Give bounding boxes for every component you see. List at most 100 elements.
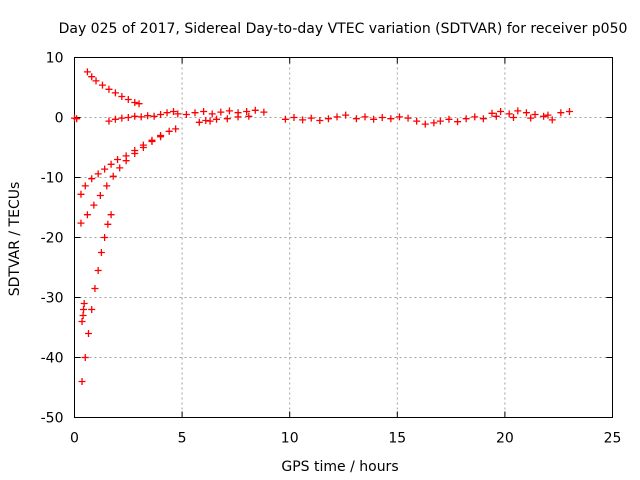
data-point <box>324 115 332 123</box>
data-point <box>497 108 505 115</box>
data-point <box>378 114 386 121</box>
axis-ticks <box>74 57 613 418</box>
y-tick-label: 0 <box>55 111 64 127</box>
data-point <box>83 68 91 76</box>
data-point <box>163 109 171 117</box>
data-point <box>94 267 102 274</box>
data-point <box>299 116 307 124</box>
data-point <box>548 116 556 124</box>
data-point <box>101 165 109 173</box>
data-point <box>124 114 132 121</box>
data-point <box>454 118 462 126</box>
data-point <box>281 115 289 123</box>
data-point <box>81 354 89 361</box>
data-point <box>139 144 147 151</box>
data-point <box>195 118 203 126</box>
data-point <box>169 108 177 115</box>
data-point <box>531 111 539 118</box>
data-point <box>514 107 522 115</box>
data-point <box>88 175 96 183</box>
data-point <box>404 114 412 122</box>
data-point <box>122 157 130 165</box>
data-point <box>88 306 96 313</box>
data-point <box>505 110 513 118</box>
data-point <box>471 113 479 121</box>
data-point <box>342 111 350 119</box>
data-point <box>234 113 242 121</box>
x-axis-tick-labels: 0 5 10 15 20 25 <box>70 431 621 447</box>
data-points <box>71 68 573 385</box>
data-point <box>430 119 438 127</box>
x-axis-label: GPS time / hours <box>281 459 398 475</box>
data-point <box>78 318 86 325</box>
data-point <box>77 190 85 198</box>
data-point <box>436 117 444 125</box>
data-point <box>96 192 104 199</box>
data-point <box>243 108 251 115</box>
data-point <box>260 108 268 116</box>
data-point <box>208 110 216 118</box>
data-point <box>479 115 487 123</box>
data-point <box>111 89 119 97</box>
x-tick-label: 25 <box>604 431 622 447</box>
data-point <box>105 85 113 93</box>
data-point <box>182 111 190 118</box>
data-point <box>150 112 158 120</box>
data-point <box>73 115 81 123</box>
data-point <box>131 99 139 106</box>
data-point <box>206 117 214 125</box>
data-point <box>84 330 92 337</box>
data-point <box>395 113 403 121</box>
data-point <box>81 182 89 190</box>
y-tick-label: -20 <box>41 231 64 247</box>
data-point <box>527 114 535 122</box>
data-point <box>352 115 360 123</box>
data-point <box>107 211 115 219</box>
data-point <box>97 249 105 256</box>
data-point <box>131 112 139 120</box>
data-point <box>492 112 500 120</box>
data-point <box>217 108 225 116</box>
data-point <box>104 220 112 228</box>
data-point <box>148 138 156 145</box>
data-point <box>421 120 429 128</box>
data-point <box>103 182 111 190</box>
data-point <box>333 113 341 121</box>
data-point <box>118 114 126 122</box>
series-arc-c <box>77 133 165 227</box>
data-point <box>92 77 100 85</box>
data-point <box>109 172 117 180</box>
data-point <box>157 133 165 141</box>
data-point <box>251 106 259 114</box>
data-point <box>245 112 253 120</box>
data-point <box>316 117 324 124</box>
data-point <box>105 117 113 125</box>
data-point <box>157 111 165 118</box>
x-tick-label: 0 <box>70 431 79 447</box>
data-point <box>114 156 122 163</box>
data-point <box>98 81 106 89</box>
data-point <box>144 112 152 120</box>
data-point <box>445 115 453 123</box>
data-point <box>462 115 470 123</box>
series-arc-a <box>83 68 143 108</box>
y-axis-label: SDTVAR / TECUs <box>7 182 23 297</box>
x-tick-label: 5 <box>178 431 187 447</box>
data-point <box>135 100 143 108</box>
y-tick-label: -30 <box>41 291 64 307</box>
y-tick-label: -50 <box>41 411 64 427</box>
data-point <box>124 96 132 103</box>
data-point <box>290 114 298 121</box>
x-tick-label: 10 <box>281 431 299 447</box>
data-point <box>544 111 552 119</box>
data-point <box>79 312 87 319</box>
x-tick-label: 15 <box>388 431 406 447</box>
series-arc-f <box>71 114 81 123</box>
data-point <box>77 219 85 227</box>
y-tick-label: 10 <box>46 51 64 67</box>
data-point <box>413 117 421 125</box>
data-point <box>101 234 109 241</box>
data-point <box>370 115 378 123</box>
data-point <box>80 306 88 313</box>
